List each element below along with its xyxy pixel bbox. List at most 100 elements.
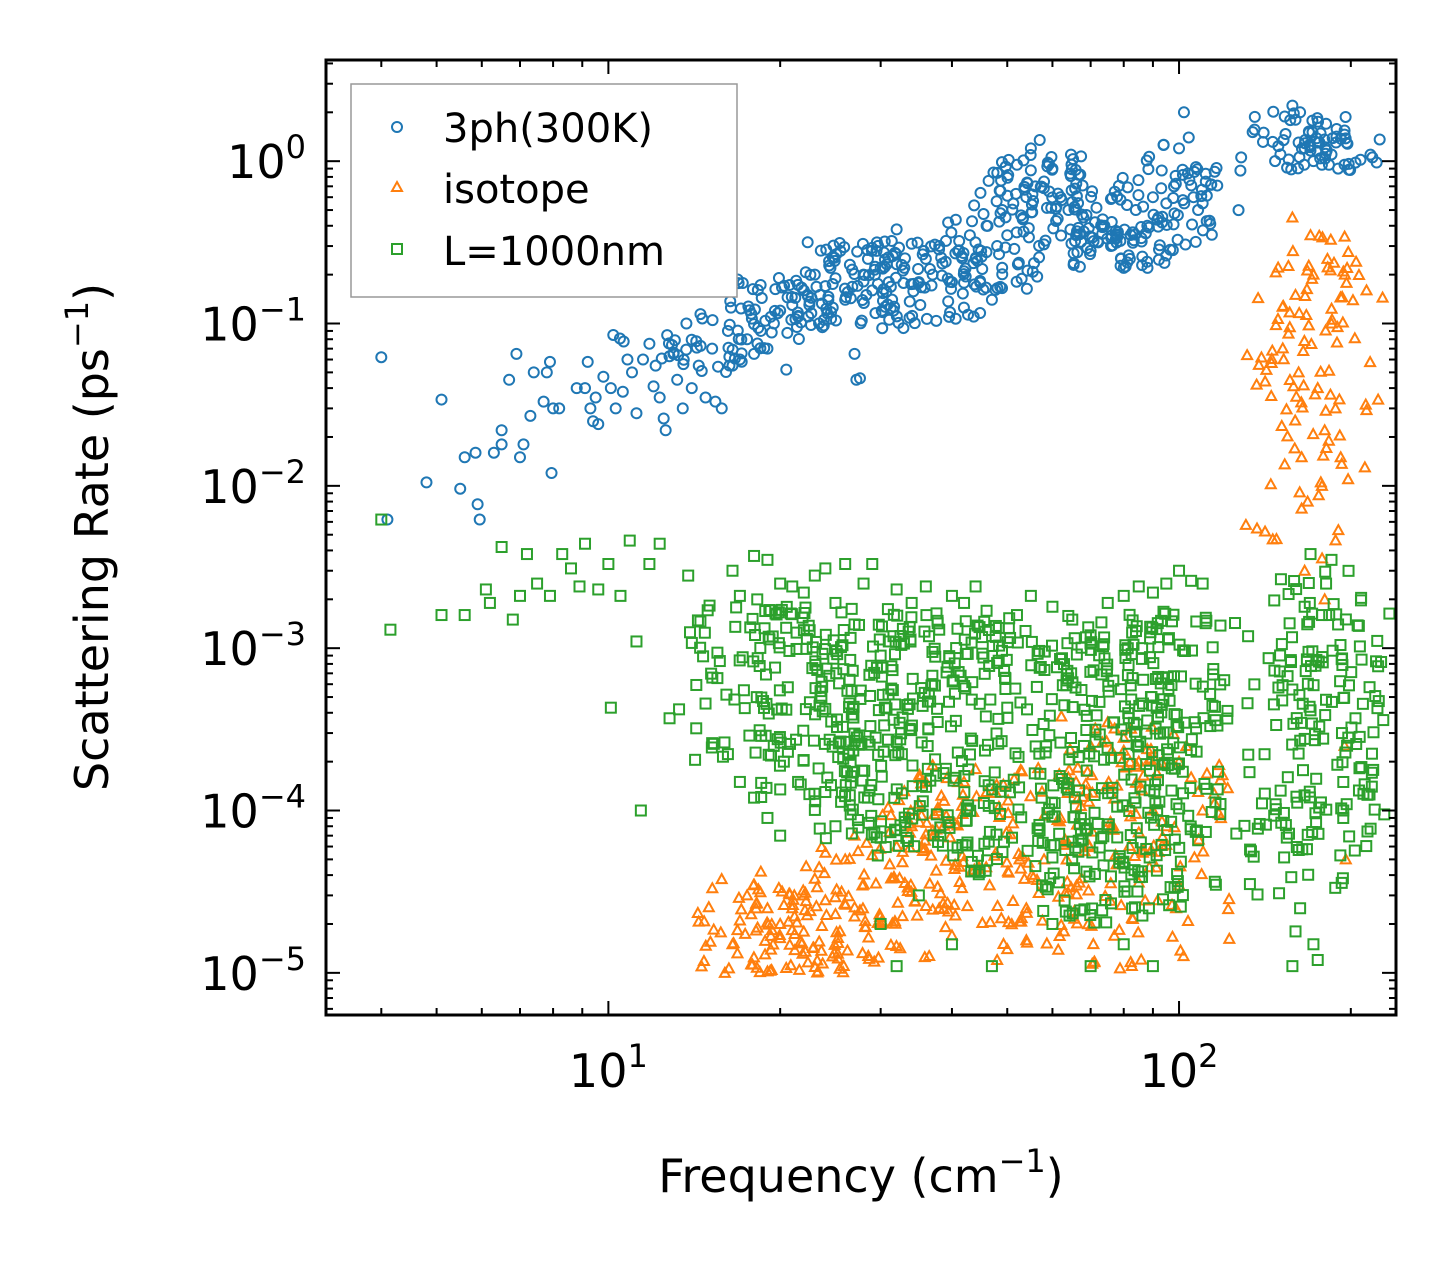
data-point-circle [912, 262, 925, 275]
data-point-triangle [941, 904, 956, 917]
data-point-triangle [933, 886, 948, 899]
data-point-circle [1080, 209, 1093, 222]
data-point-square [1176, 889, 1189, 902]
data-point-square [890, 583, 903, 596]
data-point-circle [876, 287, 889, 300]
data-point-circle [905, 237, 918, 250]
data-point-triangle [733, 913, 747, 926]
data-point-square [988, 802, 1001, 815]
data-point-circle [1117, 261, 1130, 274]
data-point-circle [1200, 215, 1213, 228]
data-point-square [729, 620, 742, 633]
data-point-triangle [1348, 331, 1362, 344]
data-point-circle [510, 347, 523, 360]
data-point-square [761, 811, 774, 824]
data-point-square [848, 618, 861, 631]
data-point-square [1130, 739, 1143, 752]
data-point-square [623, 534, 636, 547]
data-point-circle [1037, 238, 1050, 251]
data-point-square [1150, 701, 1163, 714]
data-point-square [761, 553, 774, 566]
data-point-square [1285, 871, 1298, 884]
data-point-triangle [932, 901, 946, 914]
data-point-square [979, 710, 992, 723]
data-point-circle [761, 342, 774, 355]
data-point-circle [880, 258, 893, 271]
data-point-square [838, 765, 851, 778]
data-point-square [872, 618, 885, 631]
data-point-circle [1055, 229, 1068, 242]
data-point-square [931, 702, 944, 715]
data-point-triangle [1281, 326, 1296, 339]
data-point-circle [906, 309, 919, 322]
data-point-circle [1121, 181, 1134, 194]
data-point-square [1268, 664, 1281, 677]
data-point-square [890, 824, 903, 837]
data-point-circle [1135, 235, 1148, 248]
data-point-square [1152, 749, 1165, 762]
data-point-square [934, 821, 947, 834]
data-point-square [483, 596, 496, 609]
data-point-square [797, 754, 810, 767]
data-point-circle [1127, 234, 1140, 247]
data-point-square [864, 720, 877, 733]
data-point-triangle [1249, 377, 1264, 390]
data-point-circle [1320, 117, 1333, 130]
data-point-square [1102, 787, 1115, 800]
data-point-circle [1012, 256, 1025, 269]
data-point-square [1209, 878, 1222, 891]
data-point-triangle [1286, 244, 1300, 257]
data-point-circle [1111, 229, 1124, 242]
data-point-square [772, 637, 785, 650]
data-point-circle [1045, 150, 1058, 163]
data-point-circle [643, 337, 656, 350]
data-point-triangle [1300, 263, 1315, 276]
data-point-square [931, 614, 944, 627]
data-point-circle [487, 446, 500, 459]
data-point-triangle [1322, 363, 1336, 376]
data-point-triangle [760, 901, 775, 914]
data-point-circle [939, 255, 952, 268]
data-point-square [1375, 655, 1388, 668]
data-point-triangle [904, 819, 919, 832]
data-point-triangle [1000, 942, 1014, 955]
data-point-triangle [1054, 917, 1068, 930]
data-point-triangle [801, 955, 815, 968]
data-point-square [969, 580, 982, 593]
data-point-square [772, 606, 785, 619]
data-point-triangle [1295, 400, 1310, 413]
data-point-circle [882, 276, 895, 289]
legend-label-l1000nm: L=1000nm [443, 229, 665, 275]
data-point-triangle [881, 800, 895, 813]
data-point-square [1174, 670, 1187, 683]
data-point-triangle [1035, 784, 1049, 797]
data-point-square [875, 770, 888, 783]
data-point-square [1084, 960, 1097, 973]
data-point-circle [1038, 175, 1051, 188]
data-point-square [961, 647, 974, 660]
data-point-square [1241, 697, 1254, 710]
data-point-triangle [861, 930, 876, 943]
data-point-triangle [1288, 441, 1302, 454]
data-point-square [810, 635, 823, 648]
data-point-circle [1187, 191, 1200, 204]
data-point-square [829, 596, 842, 609]
data-point-square [1286, 738, 1299, 751]
data-point-square [1242, 748, 1255, 761]
data-point-square [1031, 822, 1044, 835]
data-point-circle [919, 252, 932, 265]
data-point-triangle [892, 793, 906, 806]
data-point-square [1298, 732, 1311, 745]
data-point-circle [1279, 128, 1292, 141]
data-point-triangle [797, 888, 811, 901]
data-point-triangle [856, 877, 871, 890]
data-point-circle [878, 235, 891, 248]
data-point-triangle [691, 905, 705, 918]
data-point-square [982, 779, 995, 792]
data-point-square [906, 672, 919, 685]
data-point-circle [1176, 163, 1189, 176]
data-point-triangle [1328, 533, 1343, 546]
data-point-square [889, 749, 902, 762]
data-point-square [845, 827, 858, 840]
data-point-square [1211, 719, 1224, 732]
